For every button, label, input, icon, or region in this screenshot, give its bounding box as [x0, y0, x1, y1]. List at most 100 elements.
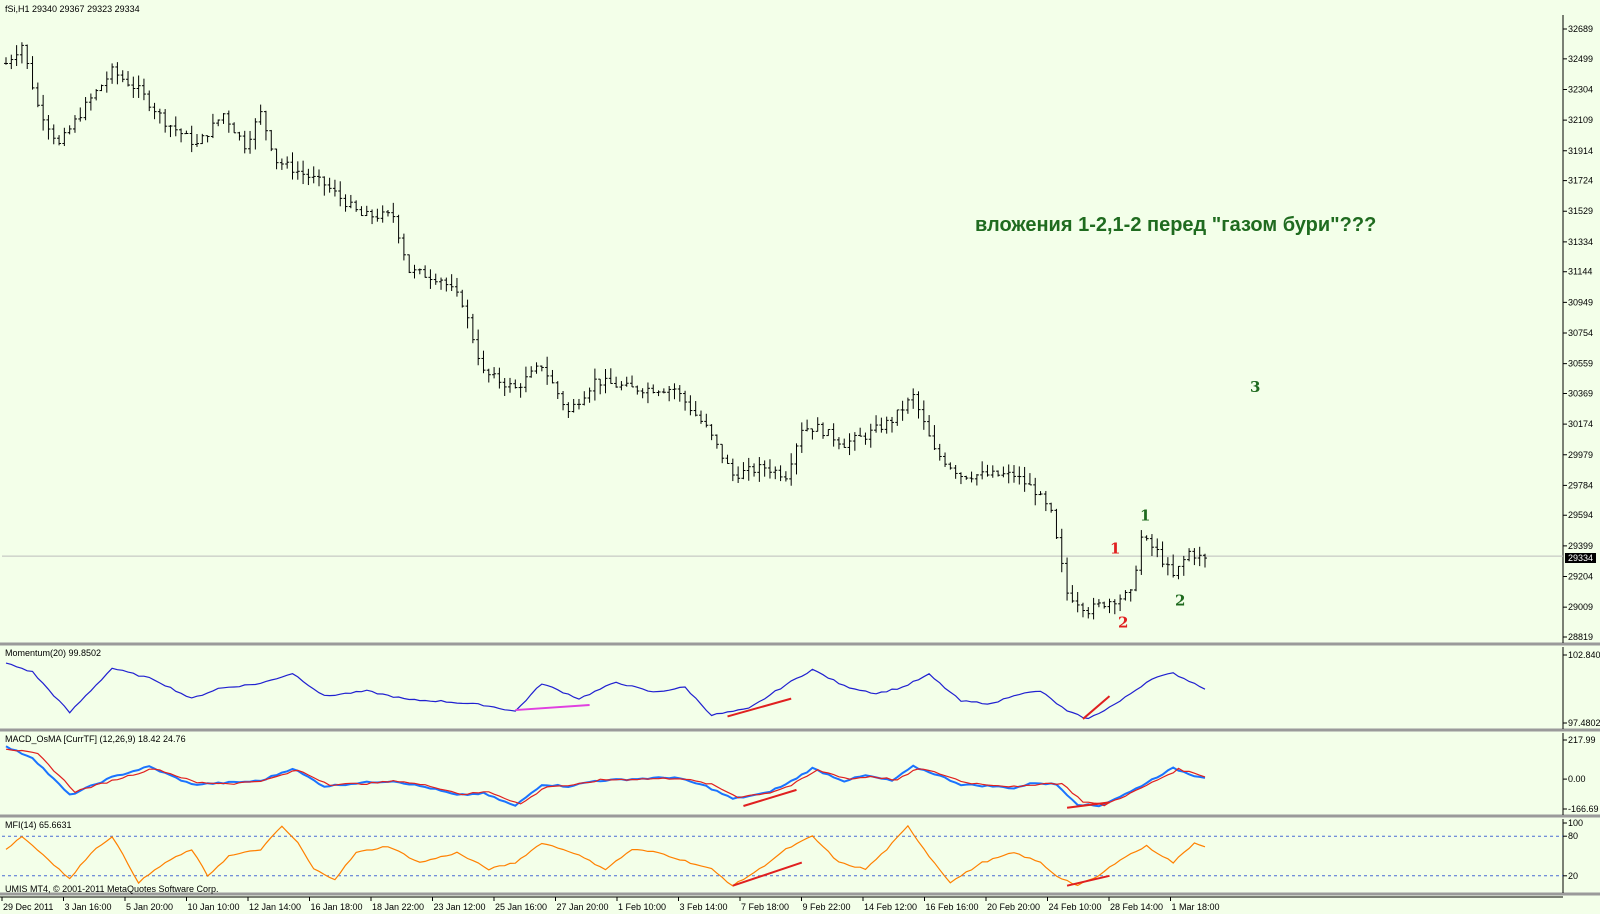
divergence-line [743, 788, 797, 807]
ohlc-bar [508, 377, 513, 393]
ohlc-bar [852, 432, 857, 451]
wave-label: 2 [1118, 613, 1128, 631]
x-tick-label: 24 Feb 10:00 [1049, 902, 1102, 912]
ohlc-bar [1203, 553, 1207, 568]
ohlc-bar [343, 194, 348, 212]
ohlc-bar [290, 152, 295, 180]
y-tick-label: 29784 [1568, 480, 1593, 490]
ohlc-bar [555, 381, 560, 399]
ohlc-bar [815, 417, 820, 432]
ohlc-bar [826, 428, 831, 437]
ohlc-bar [465, 299, 470, 329]
x-tick-label: 23 Jan 12:00 [434, 902, 486, 912]
x-tick-label: 5 Jan 20:00 [126, 902, 173, 912]
ohlc-bar [582, 391, 587, 406]
ohlc-bar [412, 264, 417, 279]
ohlc-bar [184, 130, 189, 135]
ohlc-bar [635, 385, 640, 395]
x-tick-label: 18 Jan 22:00 [372, 902, 424, 912]
ohlc-bar [4, 57, 8, 65]
ohlc-bar [348, 194, 353, 209]
ohlc-bar [497, 367, 502, 389]
ohlc-bar [1128, 589, 1133, 602]
ohlc-bar [1181, 555, 1186, 576]
y-tick-label: 31144 [1568, 267, 1592, 277]
ohlc-bar [672, 383, 677, 400]
y-tick-label: 28819 [1568, 632, 1593, 642]
divergence-line [732, 861, 803, 887]
ohlc-bar [189, 125, 194, 153]
ohlc-bar [322, 176, 327, 196]
ohlc-bar [911, 388, 916, 409]
ohlc-bar [226, 110, 231, 133]
x-tick-label: 9 Feb 22:00 [803, 902, 851, 912]
ohlc-bar [179, 128, 184, 143]
ohlc-bar [916, 391, 921, 419]
y-tick-label: 30754 [1568, 328, 1593, 338]
ohlc-bar [1049, 502, 1054, 513]
ohlc-bar [110, 63, 115, 84]
ohlc-bar [78, 107, 83, 122]
ohlc-bar [1155, 538, 1160, 558]
ohlc-bar [630, 375, 635, 388]
ohlc-bar [216, 119, 221, 127]
ohlc-bar [454, 277, 459, 297]
x-tick-label: 7 Feb 18:00 [741, 902, 789, 912]
ohlc-bar [1059, 528, 1064, 573]
ohlc-bar [529, 366, 534, 378]
ohlc-bar [407, 254, 412, 274]
ohlc-bar [757, 457, 762, 482]
ohlc-bar [1144, 535, 1149, 541]
pane-title: Momentum(20) 99.8502 [5, 648, 101, 658]
x-tick-label: 12 Jan 14:00 [249, 902, 301, 912]
ohlc-bar [948, 462, 953, 470]
ohlc-bar [752, 463, 757, 477]
ohlc-bar [9, 54, 14, 70]
ohlc-bar [523, 366, 528, 393]
y-tick-label: 29009 [1568, 602, 1593, 612]
y-tick-label: 30369 [1568, 388, 1593, 398]
ohlc-bar [619, 381, 624, 391]
ohlc-bar [778, 465, 783, 482]
current-price-label: 29334 [1568, 553, 1593, 563]
ohlc-bar [433, 273, 438, 285]
ohlc-bar [714, 434, 719, 449]
ohlc-bar [539, 365, 544, 372]
y-tick-label: 29204 [1568, 572, 1593, 582]
ohlc-bar [200, 133, 205, 145]
ohlc-bar [1176, 565, 1181, 580]
ohlc-bar [67, 125, 72, 135]
x-tick-label: 14 Feb 12:00 [864, 902, 917, 912]
ohlc-bar [836, 437, 841, 450]
divergence-line [1082, 695, 1111, 720]
ohlc-bar [83, 97, 88, 121]
x-tick-label: 28 Feb 14:00 [1110, 902, 1163, 912]
ohlc-bar [1038, 491, 1043, 496]
ohlc-bar [980, 461, 985, 480]
y-tick-label: 31529 [1568, 206, 1593, 216]
ohlc-bar [677, 385, 682, 402]
ohlc-bar [332, 179, 337, 197]
ohlc-bar [470, 313, 475, 344]
ohlc-bar [645, 382, 650, 404]
y-tick-label: 0.00 [1568, 774, 1586, 784]
ohlc-bar [1075, 592, 1080, 613]
y-tick-label: 29399 [1568, 541, 1593, 551]
ohlc-bar [799, 422, 804, 453]
ohlc-bar [1033, 477, 1038, 506]
ohlc-bar [317, 169, 322, 187]
ohlc-bar [1006, 464, 1011, 484]
ohlc-bar [327, 177, 332, 193]
y-tick-label: 32304 [1568, 84, 1593, 94]
ohlc-bar [868, 423, 873, 448]
ohlc-bar [1001, 466, 1006, 478]
ohlc-bar [120, 70, 125, 83]
footer-text: UMIS MT4, © 2001-2011 MetaQuotes Softwar… [5, 884, 219, 894]
ohlc-bar [990, 465, 995, 478]
ohlc-bar [884, 416, 889, 434]
y-tick-label: 29594 [1568, 510, 1593, 520]
x-tick-label: 16 Feb 16:00 [926, 902, 979, 912]
pane-3: 100 80 20 MFI(14) 65.6631 [0, 818, 1600, 896]
ohlc-bar [279, 158, 284, 170]
